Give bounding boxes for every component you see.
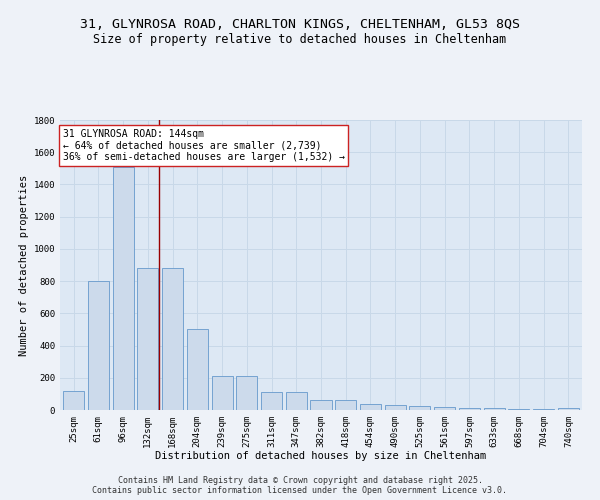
Bar [360,404,381,410]
Bar [335,400,356,410]
Bar [310,400,332,410]
Bar [261,392,282,410]
Bar [137,268,158,410]
Text: Size of property relative to detached houses in Cheltenham: Size of property relative to detached ho… [94,32,506,46]
Text: Contains HM Land Registry data © Crown copyright and database right 2025.: Contains HM Land Registry data © Crown c… [118,476,482,485]
Bar [434,407,455,410]
Y-axis label: Number of detached properties: Number of detached properties [19,174,29,356]
Bar [63,390,84,410]
Bar [113,166,134,410]
Bar [88,281,109,410]
Bar [212,376,233,410]
Text: 31 GLYNROSA ROAD: 144sqm
← 64% of detached houses are smaller (2,739)
36% of sem: 31 GLYNROSA ROAD: 144sqm ← 64% of detach… [62,128,344,162]
Bar [409,406,430,410]
Bar [558,408,579,410]
Bar [286,392,307,410]
Text: Contains public sector information licensed under the Open Government Licence v3: Contains public sector information licen… [92,486,508,495]
Bar [533,409,554,410]
X-axis label: Distribution of detached houses by size in Cheltenham: Distribution of detached houses by size … [155,452,487,462]
Bar [484,408,505,410]
Bar [236,376,257,410]
Bar [508,409,529,410]
Bar [162,268,183,410]
Bar [385,405,406,410]
Bar [459,408,480,410]
Bar [187,330,208,410]
Text: 31, GLYNROSA ROAD, CHARLTON KINGS, CHELTENHAM, GL53 8QS: 31, GLYNROSA ROAD, CHARLTON KINGS, CHELT… [80,18,520,30]
